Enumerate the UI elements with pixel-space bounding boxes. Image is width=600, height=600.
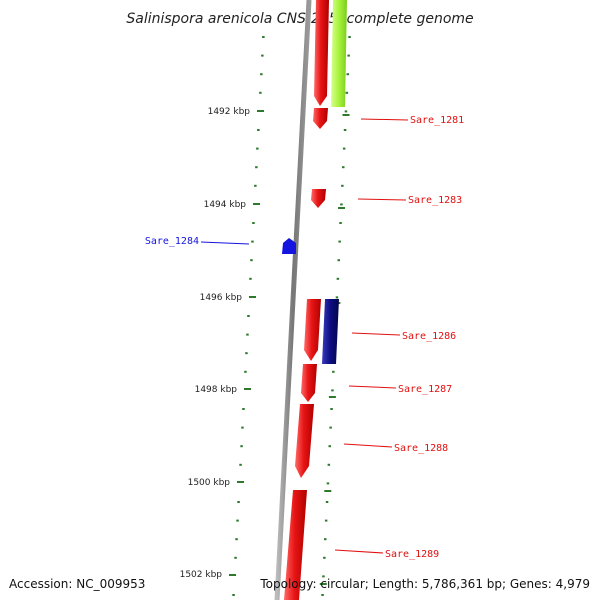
tick-mark <box>326 482 330 485</box>
tick-mark <box>260 73 263 76</box>
tick-mark <box>335 296 339 299</box>
genome-backbone <box>274 0 312 600</box>
gene-label-sare-1288[interactable]: Sare_1288 <box>394 443 448 454</box>
tick-mark <box>330 408 333 410</box>
feature-green <box>331 0 347 107</box>
tick-mark-major <box>342 114 350 116</box>
tick-mark <box>345 91 349 94</box>
axis-label: 1492 kbp <box>208 107 251 117</box>
tick-mark <box>342 147 346 150</box>
gene-labels: Sare_1281 Sare_1283 Sare_1284 Sare_1286 … <box>145 115 464 560</box>
tick-mark <box>322 575 325 578</box>
gene-arrow-sare-1283[interactable] <box>311 189 326 208</box>
tick-mark <box>338 240 341 243</box>
accession-text: Accession: NC_009953 <box>9 577 146 591</box>
tick-mark <box>324 519 328 522</box>
tick-mark <box>247 315 250 317</box>
tick-mark <box>250 259 253 262</box>
axis-label: 1496 kbp <box>200 293 243 303</box>
tick-mark <box>232 594 235 596</box>
gene-arrow-sare-1286[interactable] <box>304 299 321 361</box>
tick-mark <box>337 259 340 262</box>
tick-mark <box>242 408 245 410</box>
tick-mark <box>237 501 240 503</box>
feature-dark-blue <box>322 299 339 364</box>
tick-mark <box>341 184 344 187</box>
tick-mark <box>259 91 262 94</box>
gene-arrow-sare-1289[interactable] <box>284 490 307 600</box>
tick-mark <box>239 463 242 466</box>
gene-label-sare-1283[interactable]: Sare_1283 <box>408 195 462 206</box>
axis-label: 1498 kbp <box>195 385 238 395</box>
tick-mark <box>236 519 239 522</box>
tick-mark <box>328 445 331 448</box>
tick-mark <box>234 556 237 559</box>
tick-mark <box>347 54 350 57</box>
tick-mark-major <box>338 207 345 209</box>
tick-mark <box>254 184 257 187</box>
tick-mark-major <box>319 583 327 585</box>
tick-mark <box>323 556 326 559</box>
gene-arrow-sare-1284[interactable] <box>282 238 296 254</box>
axis-labels: 1492 kbp 1494 kbp 1496 kbp 1498 kbp 1500… <box>180 107 264 580</box>
gene-label-sare-1284[interactable]: Sare_1284 <box>145 236 199 247</box>
tick-mark <box>346 73 349 76</box>
tick-mark <box>344 110 348 113</box>
tick-mark <box>331 389 334 392</box>
gene-arrow <box>314 0 329 106</box>
tick-mark <box>256 147 259 150</box>
genome-title: Salinispora arenicola CNS-205, complete … <box>126 11 473 27</box>
tick-mark-major <box>328 396 336 398</box>
axis-label: 1502 kbp <box>180 570 223 580</box>
tick-mark <box>336 277 340 280</box>
tick-mark <box>329 426 332 429</box>
tick-mark <box>327 463 331 466</box>
gene-label-sare-1281[interactable]: Sare_1281 <box>410 115 464 126</box>
tick-mark <box>332 370 335 373</box>
tick-mark <box>244 370 247 373</box>
tick-mark <box>262 36 265 38</box>
tick-mark <box>340 203 343 206</box>
tick-mark <box>249 277 252 280</box>
tick-mark <box>257 129 260 131</box>
gene-label-sare-1287[interactable]: Sare_1287 <box>398 384 452 395</box>
tick-mark <box>324 538 327 541</box>
tick-mark <box>252 222 255 224</box>
tick-mark <box>325 501 329 503</box>
tick-mark <box>235 538 238 541</box>
gene-arrow-sare-1288[interactable] <box>295 404 314 478</box>
axis-label: 1494 kbp <box>204 200 247 210</box>
tick-mark <box>343 129 347 131</box>
tick-mark <box>240 445 243 448</box>
tick-mark <box>342 166 345 169</box>
tick-mark <box>241 426 244 429</box>
tick-mark <box>348 36 351 38</box>
gene-arrow-sare-1281[interactable] <box>313 108 328 129</box>
gene-label-sare-1286[interactable]: Sare_1286 <box>402 331 456 342</box>
tick-mark <box>339 222 342 224</box>
tick-mark-major <box>324 490 332 492</box>
gene-label-sare-1289[interactable]: Sare_1289 <box>385 549 439 560</box>
tick-mark <box>245 352 248 355</box>
tick-mark <box>321 594 324 596</box>
gene-arrow-sare-1287[interactable] <box>301 364 317 402</box>
axis-label: 1500 kbp <box>188 478 231 488</box>
genome-summary-text: Topology: circular; Length: 5,786,361 bp… <box>260 577 590 591</box>
tick-mark <box>261 54 264 57</box>
tick-mark <box>246 333 249 336</box>
tick-mark <box>255 166 258 169</box>
tick-mark <box>251 240 254 243</box>
